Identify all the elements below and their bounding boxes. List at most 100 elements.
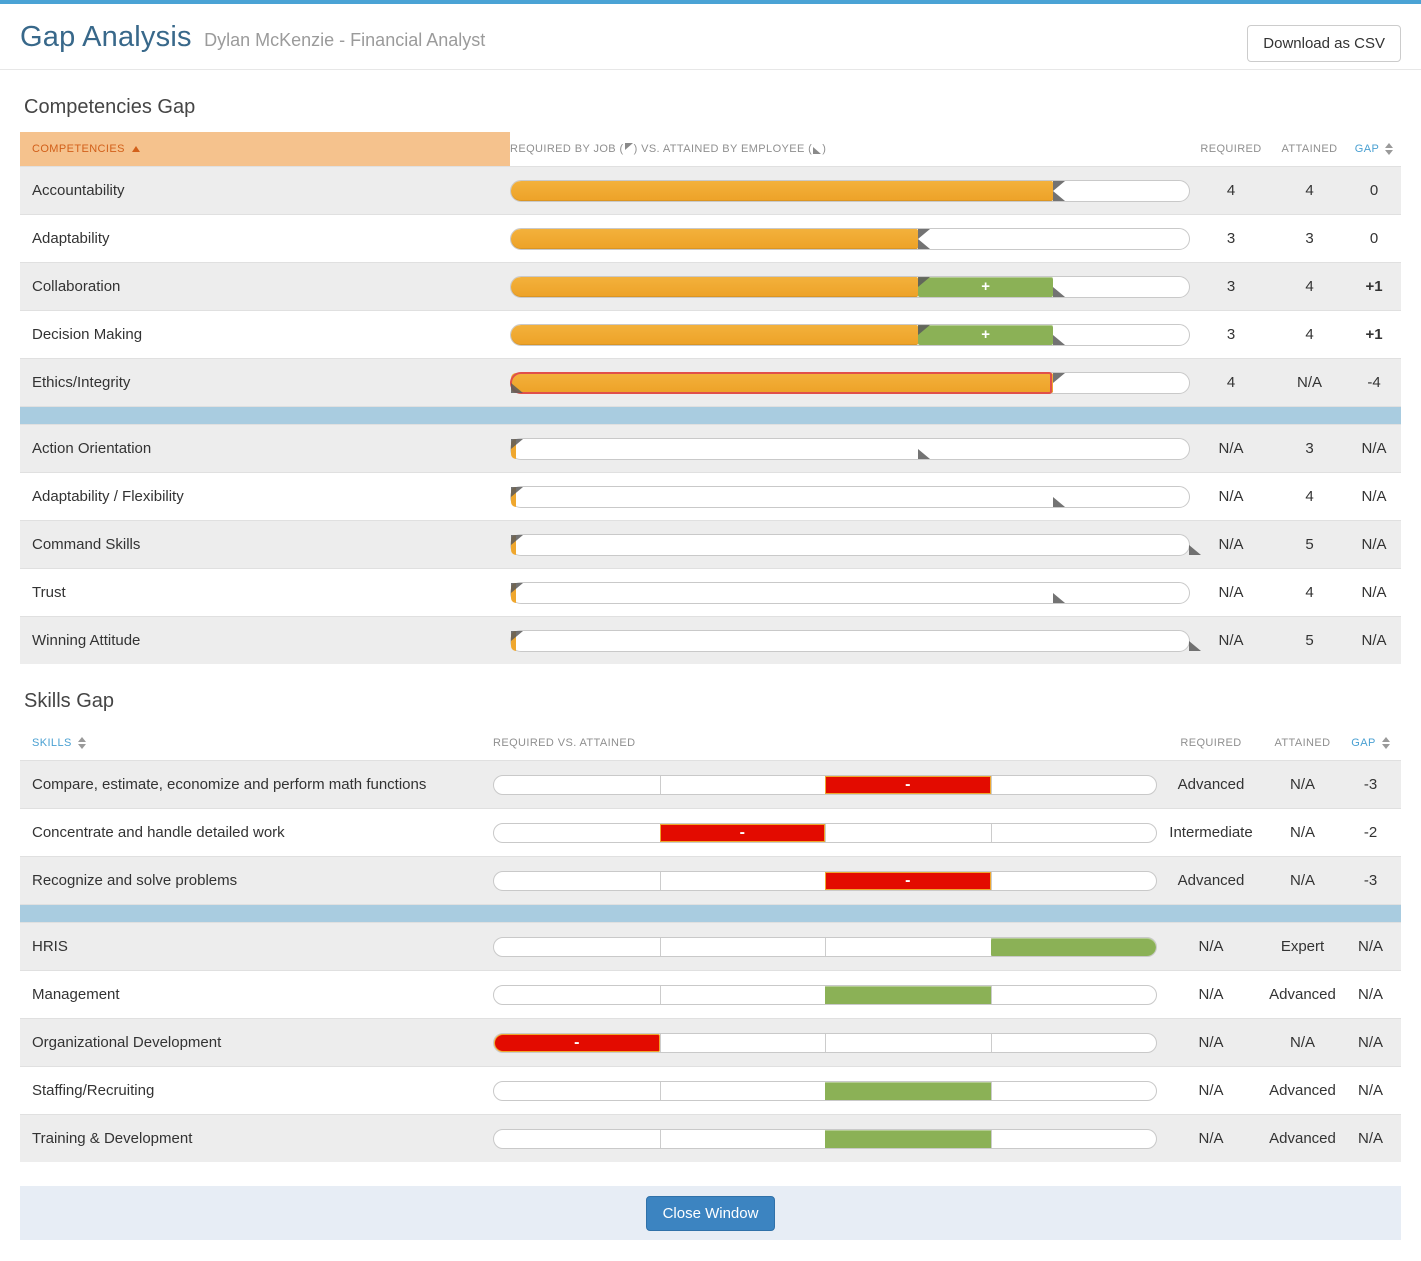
bar-track [510, 227, 1190, 250]
required-bar [511, 180, 1054, 201]
segment-separator [825, 823, 826, 842]
segment-separator [659, 1129, 661, 1148]
attained-flag-icon [1053, 592, 1066, 603]
bar-cell [510, 371, 1190, 394]
competencies-table: COMPETENCIES REQUIRED BY JOB () VS. ATTA… [20, 132, 1401, 664]
download-csv-button[interactable]: Download as CSV [1247, 25, 1401, 62]
attained-value: Expert [1280, 938, 1325, 955]
gap-value: N/A [1361, 584, 1387, 601]
minus-icon: - [739, 823, 745, 841]
bar-track: + [510, 323, 1190, 346]
competency-name: Decision Making [32, 326, 143, 343]
table-row: Management N/A Advanced N/A [20, 970, 1401, 1018]
attained-flag-icon [511, 382, 523, 393]
attained-value: N/A [1289, 872, 1315, 889]
attained-value: 4 [1305, 488, 1314, 505]
skill-name: Concentrate and handle detailed work [32, 824, 285, 841]
segment-separator [659, 871, 661, 890]
required-value: Advanced [1177, 872, 1245, 889]
required-value: N/A [1218, 632, 1244, 649]
segment-separator [659, 1081, 661, 1100]
required-value: N/A [1198, 986, 1224, 1003]
attained-flag-icon [917, 448, 930, 459]
skills-section-title: Skills Gap [24, 690, 115, 712]
attained-value: 4 [1305, 278, 1314, 295]
table-row: Training & Development N/A Advanced N/A [20, 1114, 1401, 1162]
attained-value: 4 [1305, 182, 1314, 199]
segment-separator [990, 775, 992, 794]
skills-header-row: SKILLS REQUIRED VS. ATTAINED REQUIRED AT… [20, 726, 1401, 760]
gap-value: -4 [1367, 374, 1381, 391]
gap-value: -3 [1363, 872, 1378, 889]
footer-band: Close Window [20, 1186, 1401, 1240]
required-value: N/A [1218, 440, 1244, 457]
bar-track: - [493, 870, 1157, 891]
attained-flag-icon [1053, 496, 1066, 507]
table-row: Action Orientation N/A 3 N/A [20, 424, 1401, 472]
attained-flag-icon [1189, 640, 1201, 651]
skills-table: SKILLS REQUIRED VS. ATTAINED REQUIRED AT… [20, 726, 1401, 1162]
sort-gap-header[interactable]: GAP [1347, 143, 1401, 156]
section-divider [20, 904, 1401, 922]
table-row: Winning Attitude N/A 5 N/A [20, 616, 1401, 664]
bar-cell: - [493, 774, 1157, 795]
bar-cell [493, 1080, 1157, 1101]
required-flag-icon [511, 486, 523, 497]
required-bar [511, 276, 918, 297]
gap-value: N/A [1361, 536, 1387, 553]
required-bar [511, 324, 918, 345]
sort-gap-header[interactable]: GAP [1340, 737, 1401, 750]
required-value: 4 [1226, 374, 1236, 391]
bar-zero-sliver [511, 534, 516, 555]
table-row: Compare, estimate, economize and perform… [20, 760, 1401, 808]
minus-icon: - [905, 775, 911, 793]
skills-bar-header: REQUIRED VS. ATTAINED [493, 737, 636, 749]
page-header: Gap Analysis Dylan McKenzie - Financial … [0, 4, 1421, 70]
bar-cell: - [493, 1032, 1157, 1053]
segment-separator [825, 937, 826, 956]
attained-value: N/A [1296, 374, 1322, 391]
required-value: 4 [1226, 182, 1236, 199]
skill-name: Training & Development [32, 1130, 193, 1147]
required-value: Intermediate [1169, 824, 1253, 841]
close-window-button[interactable]: Close Window [645, 1195, 776, 1231]
bar-track [510, 533, 1201, 556]
bar-track [510, 371, 1190, 394]
competency-name: Command Skills [32, 536, 141, 553]
table-row: Concentrate and handle detailed work - Int… [20, 808, 1401, 856]
segment-separator [659, 937, 661, 956]
bar-cell [493, 1128, 1157, 1149]
gap-value: N/A [1357, 1130, 1383, 1147]
attained-flag-icon [1053, 190, 1066, 201]
bar-cell [510, 581, 1190, 604]
bar-track [510, 485, 1190, 508]
page-title: Gap Analysis [20, 21, 192, 53]
competency-name: Accountability [32, 182, 125, 199]
required-value: N/A [1218, 488, 1244, 505]
required-value: N/A [1218, 536, 1244, 553]
competencies-rows: Accountability 4 4 0 Adaptability 3 3 0 Collabor… [20, 166, 1401, 664]
competency-name: Collaboration [32, 278, 121, 295]
table-row: Organizational Development - N/A N/A N/A [20, 1018, 1401, 1066]
attained-value: 3 [1305, 440, 1314, 457]
sort-competencies-header[interactable]: COMPETENCIES [20, 132, 510, 166]
segment-separator [990, 871, 992, 890]
sort-asc-icon [131, 146, 140, 152]
bar-cell: + [510, 323, 1190, 346]
required-flag-icon [511, 534, 523, 545]
table-row: Collaboration +3 4 +1 [20, 262, 1401, 310]
attained-value: N/A [1289, 824, 1315, 841]
required-column-header: REQUIRED [1180, 737, 1242, 749]
bar-cell [510, 227, 1190, 250]
required-flag-icon [917, 276, 930, 287]
sort-skills-header[interactable]: SKILLS [20, 737, 493, 749]
skill-name: Compare, estimate, economize and perform… [32, 776, 427, 793]
competency-name: Adaptability [32, 230, 110, 247]
table-row: Command Skills N/A 5 N/A [20, 520, 1401, 568]
required-flag-icon [1053, 372, 1066, 383]
sort-updown-icon [1381, 737, 1390, 750]
bar-cell [510, 179, 1190, 202]
skill-name: Staffing/Recruiting [32, 1082, 155, 1099]
bar-cell: + [510, 275, 1190, 298]
deficit-outline [510, 371, 1053, 394]
